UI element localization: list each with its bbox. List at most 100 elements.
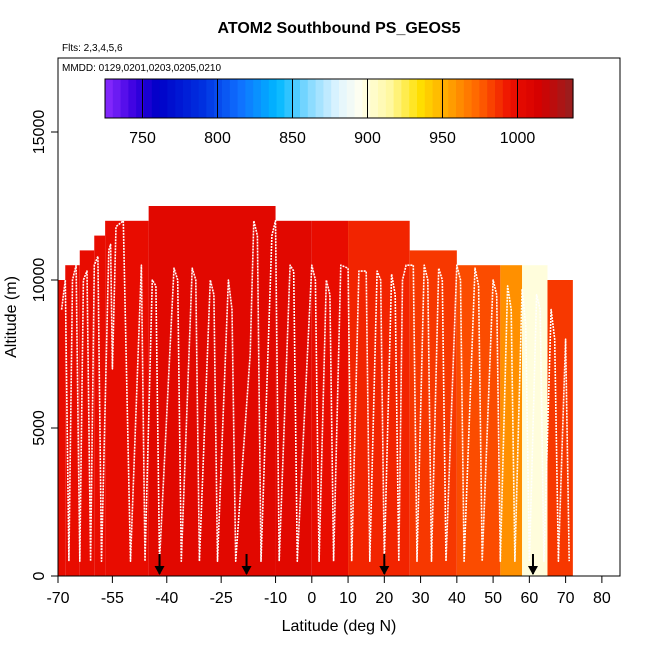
colorbar-cell <box>339 79 348 118</box>
colorbar-cell <box>534 79 543 118</box>
x-tick-label: 20 <box>375 590 393 607</box>
colorbar-cell <box>471 79 480 118</box>
y-tick-label: 5000 <box>31 410 48 446</box>
colorbar-cell <box>198 79 207 118</box>
colorbar-cell <box>378 79 387 118</box>
colorbar-cell <box>549 79 558 118</box>
x-tick-label: -55 <box>101 590 124 607</box>
colorbar-cell <box>105 79 114 118</box>
x-tick-label: -25 <box>210 590 233 607</box>
colorbar-cell <box>261 79 270 118</box>
colorbar-cell <box>456 79 465 118</box>
axes: -70 -55 -40 -25 -10 0 10 20 30 40 50 60 70 800 5000 100… <box>31 110 611 607</box>
colorbar-cell <box>183 79 192 118</box>
colorbar-cell <box>557 79 566 118</box>
colorbar-cell <box>393 79 402 118</box>
colorbar-cell <box>432 79 441 118</box>
colorbar-tick-label: 900 <box>354 130 381 147</box>
colorbar-cell <box>409 79 418 118</box>
flight-track-layer <box>60 220 570 563</box>
colorbar-cell <box>518 79 527 118</box>
colorbar-cell <box>323 79 332 118</box>
date-marker-layer <box>154 554 538 575</box>
colorbar-cell <box>292 79 301 118</box>
field-layer <box>58 206 573 576</box>
x-tick-label: 50 <box>484 590 502 607</box>
x-tick-label: -10 <box>264 590 287 607</box>
x-tick-label: 60 <box>520 590 538 607</box>
colorbar-cell <box>510 79 519 118</box>
colorbar-cell <box>487 79 496 118</box>
x-tick-label: -70 <box>46 590 69 607</box>
field-column <box>58 280 66 576</box>
colorbar-cell <box>253 79 262 118</box>
date-marker-arrow-head <box>527 566 538 575</box>
colorbar-cell <box>159 79 168 118</box>
colorbar-cell <box>112 79 122 118</box>
colorbar-cell <box>167 79 176 118</box>
colorbar-cell <box>128 79 137 118</box>
colorbar-cell <box>307 79 317 118</box>
colorbar-cell <box>151 79 161 118</box>
y-tick-label: 15000 <box>31 110 48 155</box>
colorbar-tick-label: 850 <box>279 130 306 147</box>
colorbar-cell <box>385 79 395 118</box>
x-tick-label: 80 <box>593 590 611 607</box>
colorbar-cell <box>276 79 285 118</box>
colorbar-cell <box>417 79 426 118</box>
colorbar-frame <box>104 78 574 119</box>
chart-title: ATOM2 Southbound PS_GEOS5 <box>218 20 461 37</box>
field-column <box>547 280 573 576</box>
colorbar-cell <box>175 79 184 118</box>
colorbar-cell <box>346 79 356 118</box>
colorbar-cell <box>448 79 457 118</box>
field-column <box>409 250 457 576</box>
x-tick-label: 10 <box>339 590 357 607</box>
date-marker-arrow-head <box>241 566 252 575</box>
y-axis-label: Altitude (m) <box>3 276 20 358</box>
x-tick-label: 40 <box>448 590 466 607</box>
flight-track <box>60 220 570 563</box>
colorbar-cell <box>502 79 512 118</box>
flights-label: Flts: 2,3,4,5,6 <box>62 43 123 54</box>
plot-frame <box>57 57 621 577</box>
colorbar: 750 800 850 900 950 1000 <box>104 78 574 147</box>
field-column <box>148 206 276 576</box>
x-tick-label: 0 <box>307 590 316 607</box>
x-tick-label: 70 <box>557 590 575 607</box>
colorbar-cell <box>245 79 254 118</box>
colorbar-cell <box>362 79 371 118</box>
colorbar-cell <box>300 79 309 118</box>
colorbar-cell <box>120 79 129 118</box>
colorbar-cell <box>495 79 504 118</box>
field-column <box>522 265 548 576</box>
colorbar-cell <box>206 79 215 118</box>
colorbar-cell <box>331 79 340 118</box>
colorbar-cell <box>237 79 246 118</box>
y-tick-label: 10000 <box>31 258 48 303</box>
colorbar-cell <box>440 79 449 118</box>
x-tick-label: -40 <box>155 590 178 607</box>
field-column <box>65 265 80 576</box>
colorbar-cell <box>565 79 574 118</box>
colorbar-cell <box>214 79 223 118</box>
colorbar-cell <box>144 79 153 118</box>
x-axis-label: Latitude (deg N) <box>282 618 397 635</box>
colorbar-cell <box>354 79 363 118</box>
colorbar-tick-label: 800 <box>204 130 231 147</box>
colorbar-tick-label: 750 <box>129 130 156 147</box>
colorbar-cell <box>401 79 410 118</box>
x-tick-label: 30 <box>412 590 430 607</box>
colorbar-cell <box>526 79 535 118</box>
colorbar-cell <box>463 79 473 118</box>
colorbar-cell <box>541 79 551 118</box>
date-marker-arrow-head <box>154 566 165 575</box>
colorbar-cell <box>315 79 324 118</box>
dates-label: MMDD: 0129,0201,0203,0205,0210 <box>62 63 221 74</box>
colorbar-cell <box>190 79 200 118</box>
field-column <box>311 220 349 576</box>
colorbar-tick-label: 950 <box>429 130 456 147</box>
date-marker-arrow-head <box>379 566 390 575</box>
